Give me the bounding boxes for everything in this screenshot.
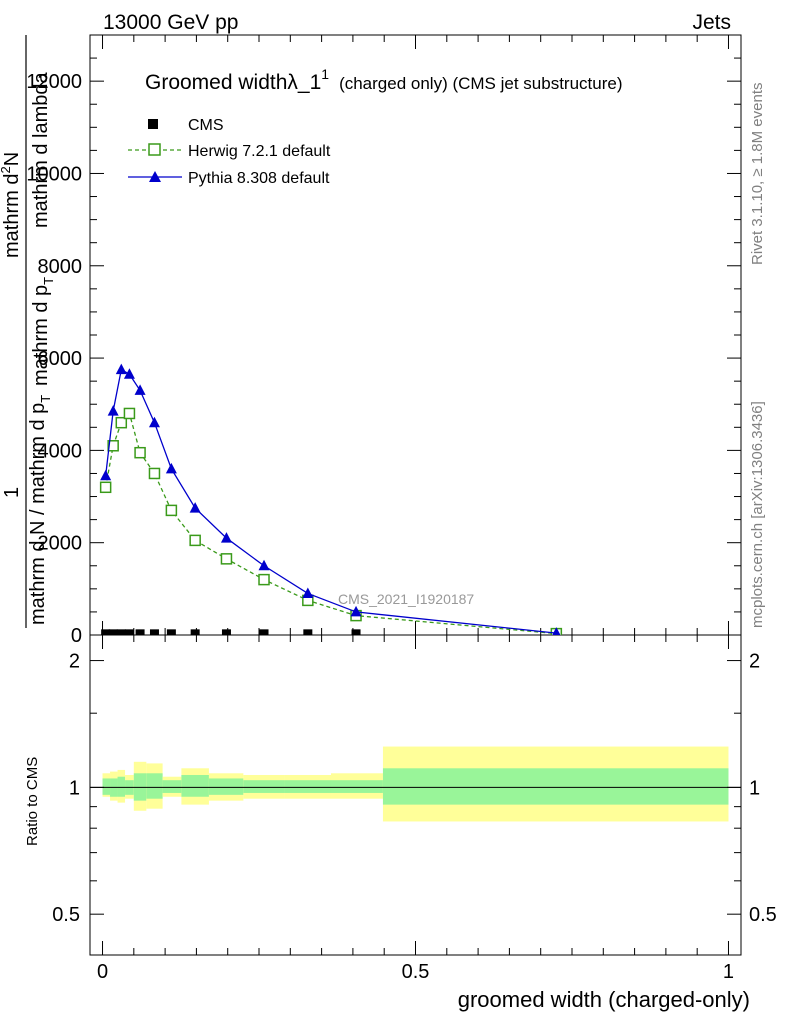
pythia-data-point xyxy=(302,587,314,598)
plot-title: Groomed widthλ_11 (charged only) (CMS jet… xyxy=(145,66,623,94)
ratio-y-tick-label: 0.5 xyxy=(52,904,80,926)
category-label: Jets xyxy=(692,11,731,34)
pythia-data-point xyxy=(107,405,119,416)
pythia-data-point xyxy=(258,559,270,571)
ratio-band-inner xyxy=(162,780,182,793)
main-y-tick-label: 8000 xyxy=(38,256,83,278)
main-y-axis-label: 1 mathrm d2N mathrm d pT mathrm d lambda… xyxy=(0,35,56,628)
x-axis-label: groomed width (charged-only) xyxy=(458,987,750,1012)
title-lambda: λ_1 xyxy=(287,71,321,94)
herwig-data-point xyxy=(99,481,112,494)
cms-data-point xyxy=(101,629,111,635)
ratio-band-inner xyxy=(146,773,163,799)
ratio-y-axis-label: Ratio to CMS xyxy=(24,757,41,846)
analysis-id-label: CMS_2021_I1920187 xyxy=(338,591,474,607)
rivet-side-label: Rivet 3.1.10, ≥ 1.8M events xyxy=(749,83,766,266)
cms-data-point xyxy=(116,629,126,635)
x-tick-label: 0 xyxy=(97,961,108,983)
ratio-band-inner xyxy=(284,780,331,793)
legend-label-herwig: Herwig 7.2.1 default xyxy=(188,143,331,160)
ratio-y-axis: 0.5 0.5 1 1 2 2 xyxy=(52,651,777,927)
herwig-data-point xyxy=(189,534,201,547)
ratio-band-inner xyxy=(208,778,244,795)
herwig-data-point xyxy=(123,407,136,420)
ratio-y-tick-label-right: 0.5 xyxy=(749,904,777,926)
ratio-band-inner xyxy=(243,780,285,793)
ratio-band-inner xyxy=(330,780,383,793)
energy-label: 13000 GeV pp xyxy=(103,11,238,34)
main-y-tick-label: 0 xyxy=(71,625,82,647)
legend-marker-herwig xyxy=(148,143,161,156)
herwig-data-point xyxy=(107,440,119,452)
ratio-bands xyxy=(102,746,729,822)
pythia-data-point xyxy=(148,416,160,428)
pythia-data-point xyxy=(189,502,201,513)
main-y-tick-label: 12000 xyxy=(26,71,82,93)
herwig-data-point xyxy=(258,573,270,586)
pythia-data-point xyxy=(350,605,362,617)
legend-marker-cms xyxy=(148,119,158,129)
ratio-y-tick-label-right: 2 xyxy=(749,651,760,673)
main-y-tick-label: 6000 xyxy=(38,348,83,370)
cms-data-point xyxy=(259,629,269,635)
legend-label-cms: CMS xyxy=(188,117,224,134)
herwig-data-point xyxy=(115,416,128,429)
ratio-band-inner xyxy=(117,776,126,797)
cms-data-point xyxy=(149,629,159,635)
series-line-1 xyxy=(105,412,557,635)
ylabel-bottom: mathrm d N / mathrm d pT xyxy=(27,395,53,625)
ylabel-one: 1 xyxy=(1,487,23,498)
cms-data-point xyxy=(351,629,361,635)
mcplots-side-label: mcplots.cern.ch [arXiv:1306.3436] xyxy=(749,401,766,628)
herwig-data-point xyxy=(148,467,161,480)
ratio-band-inner xyxy=(181,774,209,797)
x-tick-label: 1 xyxy=(723,961,734,983)
series-line-2 xyxy=(105,368,557,634)
series-layer xyxy=(99,363,563,635)
title-sup: 1 xyxy=(321,66,329,82)
legend-label-pythia: Pythia 8.308 default xyxy=(188,170,330,187)
title-main: Groomed width xyxy=(145,71,287,94)
main-y-tick-label: 4000 xyxy=(38,440,83,462)
cms-data-point xyxy=(221,629,231,635)
main-y-axis: 0 2000 4000 6000 8000 10000 12000 xyxy=(26,34,741,647)
ratio-y-tick-label-right: 1 xyxy=(749,777,760,799)
legend: CMS Herwig 7.2.1 default Pythia 8.308 de… xyxy=(128,117,331,187)
cms-data-point xyxy=(124,629,134,635)
ratio-y-tick-label: 2 xyxy=(69,651,80,673)
cms-data-point xyxy=(135,629,145,635)
main-y-tick-label: 10000 xyxy=(26,163,82,185)
main-y-tick-label: 2000 xyxy=(38,533,83,555)
pythia-data-point xyxy=(165,462,177,474)
herwig-data-point xyxy=(165,504,178,517)
title-rest: (charged only) (CMS jet substructure) xyxy=(339,74,622,93)
ylabel-top-num: mathrm d2N xyxy=(0,152,23,258)
ylabel-top-den1: mathrm d pT xyxy=(30,277,56,386)
cms-data-point xyxy=(190,629,200,635)
pythia-data-point xyxy=(552,627,561,635)
ratio-band-inner xyxy=(382,768,729,805)
x-tick-label: 0.5 xyxy=(402,961,430,983)
pythia-data-point xyxy=(220,532,232,543)
ratio-band-inner xyxy=(102,778,111,795)
pythia-data-point xyxy=(115,363,127,375)
herwig-data-point xyxy=(220,553,233,565)
cms-data-point xyxy=(303,629,313,635)
cms-data-point xyxy=(108,629,118,635)
ratio-y-tick-label: 1 xyxy=(69,777,80,799)
pythia-data-point xyxy=(134,384,146,395)
ylabel-top-den2: mathrm d lambda xyxy=(30,72,52,228)
cms-data-point xyxy=(166,629,176,635)
legend-marker-pythia xyxy=(149,171,161,182)
herwig-data-point xyxy=(134,446,146,459)
pythia-data-point xyxy=(123,368,135,379)
pythia-data-point xyxy=(100,469,112,481)
